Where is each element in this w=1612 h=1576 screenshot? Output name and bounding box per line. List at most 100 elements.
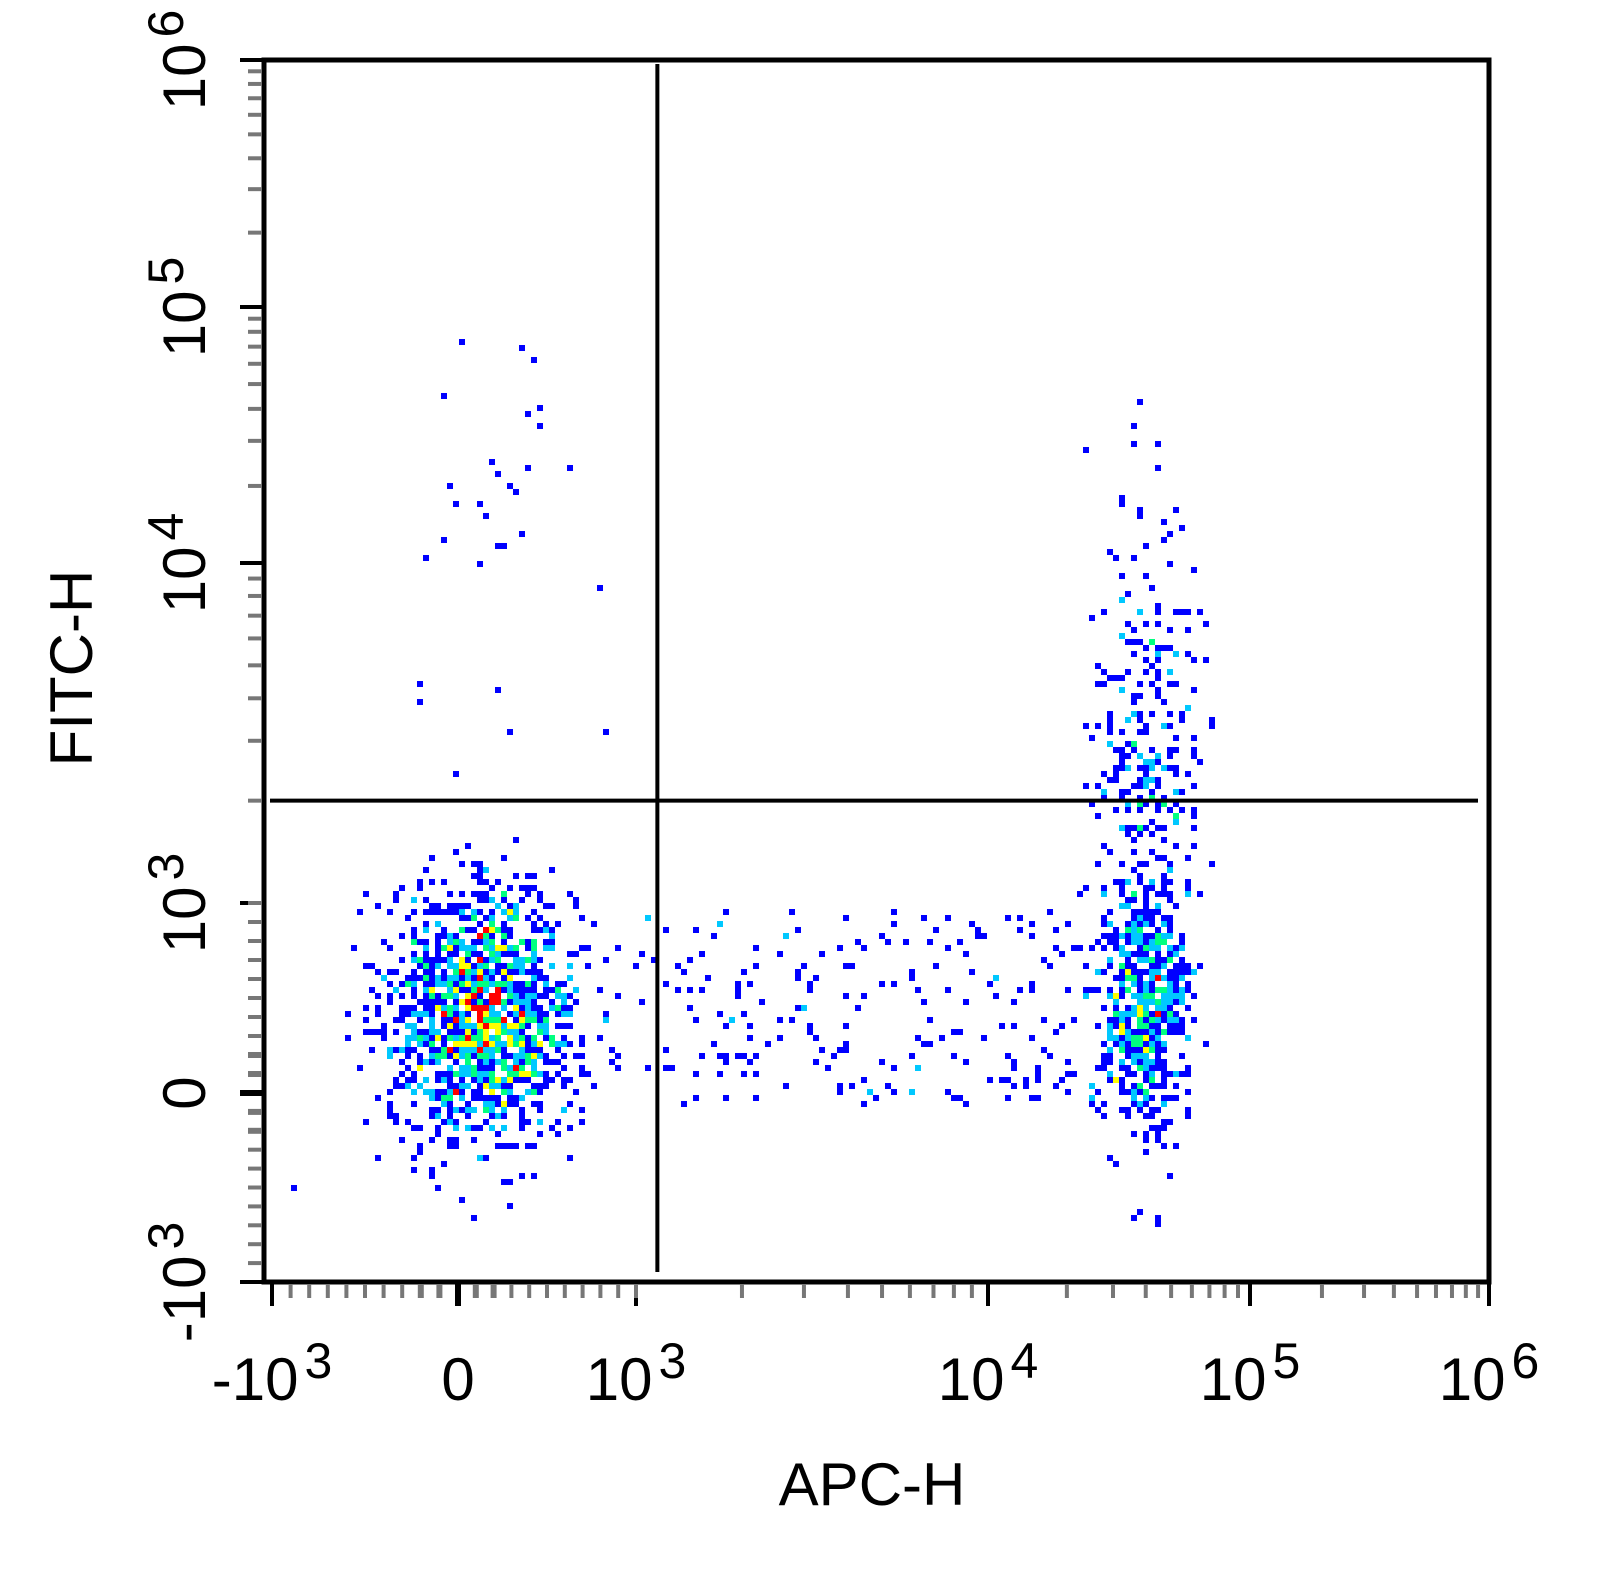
- event-dot: [1113, 555, 1119, 561]
- x-axis-tick-labels: -10 3 0 10 3 10 4 10 5 10 6: [212, 1333, 1540, 1413]
- event-dot: [1143, 969, 1149, 975]
- event-dot: [753, 945, 759, 951]
- event-dot: [399, 1083, 405, 1089]
- event-dot: [561, 993, 567, 999]
- event-dot: [1125, 1065, 1131, 1071]
- event-dot: [555, 921, 561, 927]
- event-dot: [603, 1017, 609, 1023]
- event-dot: [501, 1089, 507, 1095]
- event-dot: [1203, 657, 1209, 663]
- event-dot: [1209, 861, 1215, 867]
- event-dot: [363, 1119, 369, 1125]
- event-dot: [393, 1083, 399, 1089]
- event-dot: [1137, 807, 1143, 813]
- event-dot: [423, 981, 429, 987]
- event-dot: [1101, 1005, 1107, 1011]
- event-dot: [567, 465, 573, 471]
- event-dot: [1173, 1011, 1179, 1017]
- event-dot: [915, 1035, 921, 1041]
- event-dot: [531, 957, 537, 963]
- event-dot: [645, 915, 651, 921]
- event-dot: [483, 975, 489, 981]
- event-dot: [465, 1041, 471, 1047]
- event-dot: [1089, 987, 1095, 993]
- event-dot: [549, 1125, 555, 1131]
- event-dot: [423, 1041, 429, 1047]
- event-dot: [1155, 675, 1161, 681]
- event-dot: [1155, 945, 1161, 951]
- event-dot: [531, 873, 537, 879]
- event-dot: [405, 1041, 411, 1047]
- event-dot: [1059, 1077, 1065, 1083]
- event-dot: [1107, 741, 1113, 747]
- event-dot: [567, 963, 573, 969]
- event-dot: [405, 915, 411, 921]
- event-dot: [435, 1029, 441, 1035]
- event-dot: [531, 927, 537, 933]
- event-dot: [999, 1077, 1005, 1083]
- event-dot: [1161, 873, 1167, 879]
- event-dot: [1149, 1107, 1155, 1113]
- event-dot: [777, 1035, 783, 1041]
- event-dot: [1167, 867, 1173, 873]
- event-dot: [1173, 945, 1179, 951]
- event-dot: [387, 1047, 393, 1053]
- event-dot: [1089, 1095, 1095, 1101]
- event-dot: [1185, 891, 1191, 897]
- event-dot: [441, 975, 447, 981]
- event-dot: [393, 1077, 399, 1083]
- event-dot: [1083, 783, 1089, 789]
- event-dot: [417, 975, 423, 981]
- event-dot: [369, 1047, 375, 1053]
- event-dot: [1137, 1101, 1143, 1107]
- event-dot: [1179, 969, 1185, 975]
- event-dot: [1173, 951, 1179, 957]
- event-dot: [1119, 495, 1125, 501]
- event-dot: [645, 1065, 651, 1071]
- event-dot: [1155, 1059, 1161, 1065]
- event-dot: [453, 987, 459, 993]
- event-dot: [537, 1083, 543, 1089]
- event-dot: [471, 993, 477, 999]
- event-dot: [489, 981, 495, 987]
- event-dot: [417, 681, 423, 687]
- event-dot: [843, 915, 849, 921]
- event-dot: [747, 1035, 753, 1041]
- event-dot: [1167, 645, 1173, 651]
- event-dot: [1155, 753, 1161, 759]
- event-dot: [477, 969, 483, 975]
- event-dot: [561, 1053, 567, 1059]
- event-dot: [1107, 1059, 1113, 1065]
- event-dot: [453, 1023, 459, 1029]
- event-dot: [1137, 927, 1143, 933]
- event-dot: [777, 951, 783, 957]
- event-dot: [375, 1011, 381, 1017]
- event-dot: [1143, 1005, 1149, 1011]
- event-dot: [411, 957, 417, 963]
- event-dot: [501, 951, 507, 957]
- event-dot: [375, 1155, 381, 1161]
- event-dot: [1143, 1029, 1149, 1035]
- event-dot: [573, 951, 579, 957]
- event-dot: [501, 1113, 507, 1119]
- event-dot: [405, 975, 411, 981]
- event-dot: [489, 1125, 495, 1131]
- event-dot: [1191, 843, 1197, 849]
- event-dot: [1137, 873, 1143, 879]
- event-dot: [519, 987, 525, 993]
- event-dot: [1161, 885, 1167, 891]
- event-dot: [735, 1053, 741, 1059]
- event-dot: [399, 1071, 405, 1077]
- event-dot: [519, 1017, 525, 1023]
- event-dot: [531, 975, 537, 981]
- event-dot: [495, 987, 501, 993]
- event-dot: [1149, 831, 1155, 837]
- event-dot: [507, 1035, 513, 1041]
- event-dot: [1161, 1083, 1167, 1089]
- event-dot: [1119, 975, 1125, 981]
- event-dot: [417, 699, 423, 705]
- event-dot: [1161, 1143, 1167, 1149]
- event-dot: [1125, 975, 1131, 981]
- event-dot: [531, 945, 537, 951]
- event-dot: [411, 981, 417, 987]
